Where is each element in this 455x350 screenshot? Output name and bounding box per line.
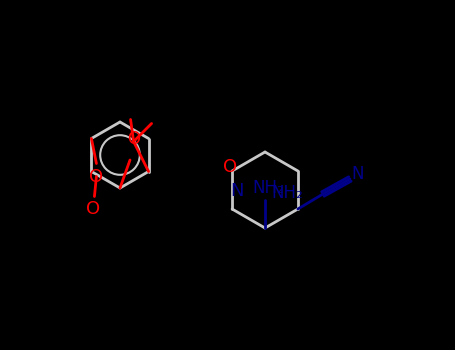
Text: NH₂: NH₂ [252,179,284,197]
Text: N: N [230,182,244,200]
Text: O: O [223,158,237,176]
Text: NH₂: NH₂ [271,184,303,202]
Text: N: N [352,165,364,183]
Text: O: O [127,131,140,148]
Text: O: O [86,199,101,217]
Text: O: O [89,168,103,186]
